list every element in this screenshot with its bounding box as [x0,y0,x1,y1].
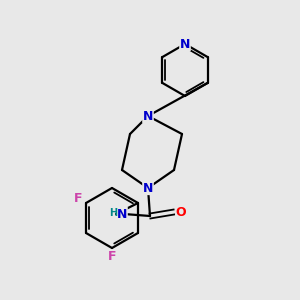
Text: N: N [143,110,153,122]
Text: F: F [74,192,82,205]
Text: H: H [109,208,117,218]
Text: N: N [143,182,153,194]
Text: N: N [117,208,127,220]
Text: O: O [176,206,186,218]
Text: N: N [180,38,190,50]
Text: F: F [108,250,116,263]
